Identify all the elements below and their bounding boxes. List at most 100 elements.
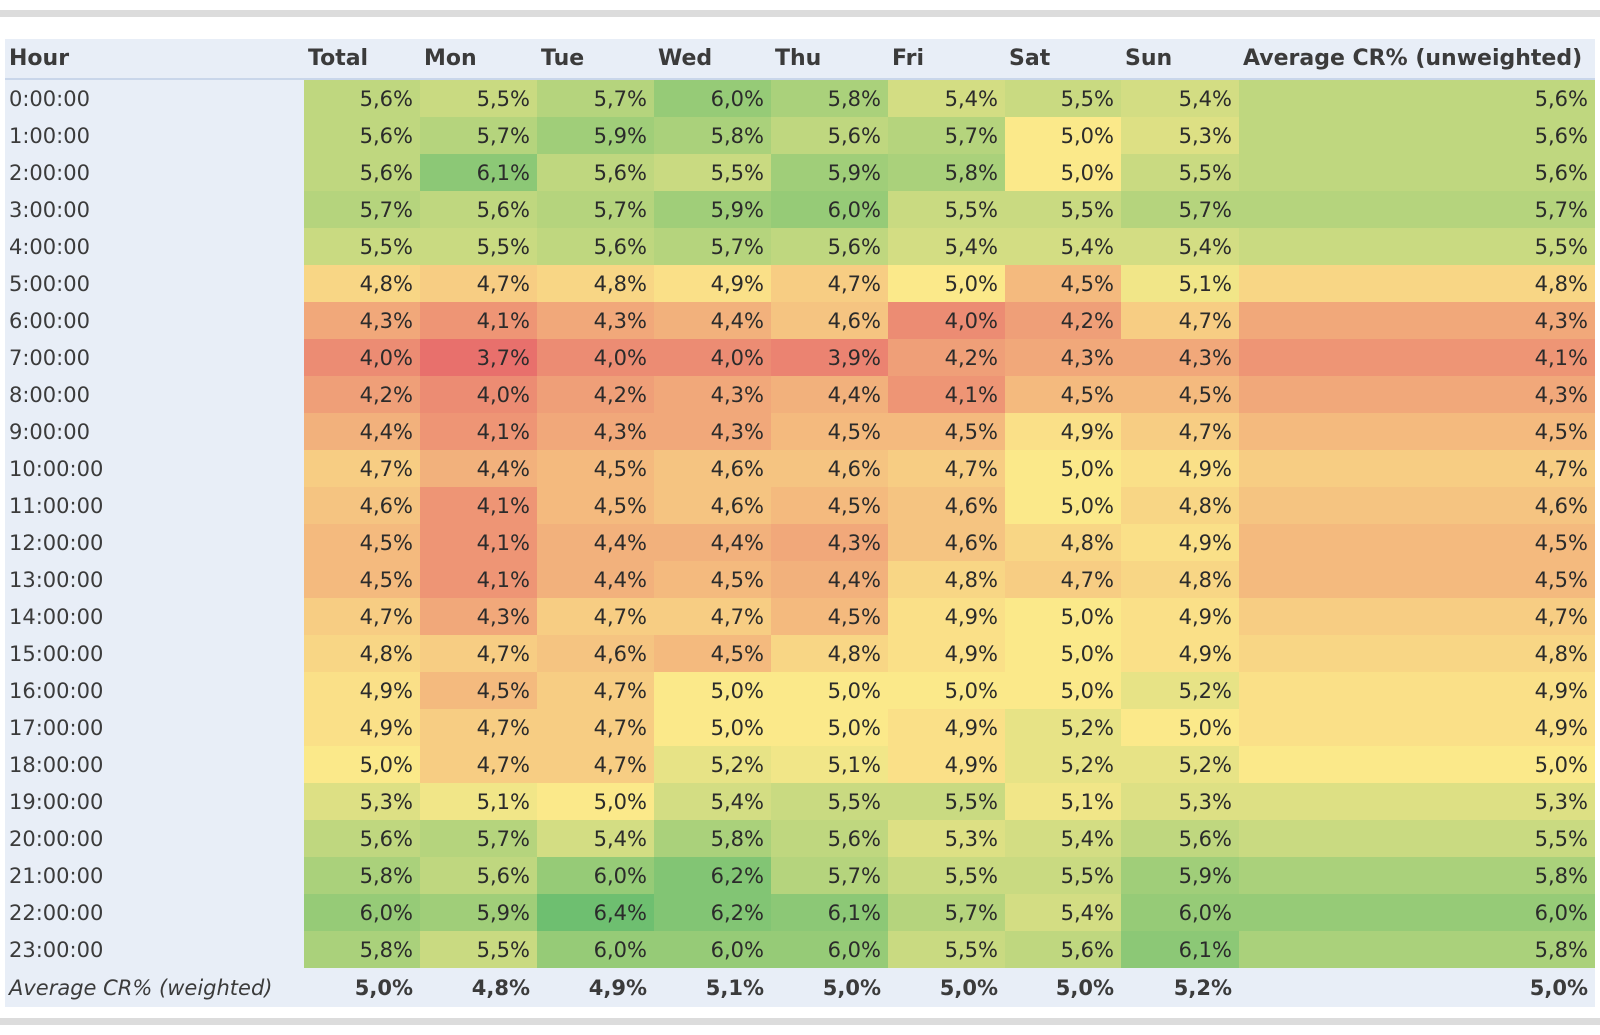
footer-value: 4,8% bbox=[420, 968, 537, 1007]
heatmap-cell: 5,6% bbox=[304, 154, 420, 191]
heatmap-cell: 5,9% bbox=[537, 117, 654, 154]
heatmap-cell: 5,1% bbox=[771, 746, 888, 783]
heatmap-cell: 4,9% bbox=[888, 709, 1005, 746]
heatmap-cell: 5,7% bbox=[888, 894, 1005, 931]
table-row: 20:00:00 5,6% 5,7% 5,4% 5,8% 5,6% 5,3% 5,4% 5,6%… bbox=[5, 820, 1595, 857]
heatmap-cell: 3,9% bbox=[771, 339, 888, 376]
heatmap-cell: 5,0% bbox=[1005, 117, 1121, 154]
heatmap-cell: 6,0% bbox=[1121, 894, 1239, 931]
heatmap-cell: 4,4% bbox=[420, 450, 537, 487]
table-row: 0:00:00 5,6% 5,5% 5,7% 6,0% 5,8% 5,4% 5,5% 5,4% 5… bbox=[5, 79, 1595, 117]
hour-label: 23:00:00 bbox=[5, 931, 304, 968]
heatmap-cell: 5,2% bbox=[1121, 672, 1239, 709]
heatmap-cell: 5,5% bbox=[654, 154, 771, 191]
heatmap-cell: 4,4% bbox=[771, 376, 888, 413]
heatmap-cell: 4,1% bbox=[1239, 339, 1595, 376]
heatmap-cell: 4,5% bbox=[537, 487, 654, 524]
heatmap-cell: 5,0% bbox=[771, 709, 888, 746]
heatmap-cell: 4,6% bbox=[537, 635, 654, 672]
heatmap-cell: 5,0% bbox=[304, 746, 420, 783]
heatmap-cell: 5,4% bbox=[888, 228, 1005, 265]
heatmap-cell: 5,0% bbox=[888, 672, 1005, 709]
footer-value: 5,1% bbox=[654, 968, 771, 1007]
heatmap-cell: 4,6% bbox=[771, 450, 888, 487]
heatmap-cell: 5,5% bbox=[771, 783, 888, 820]
heatmap-cell: 5,5% bbox=[304, 228, 420, 265]
heatmap-cell: 6,0% bbox=[1239, 894, 1595, 931]
hour-label: 12:00:00 bbox=[5, 524, 304, 561]
hour-label: 14:00:00 bbox=[5, 598, 304, 635]
heatmap-cell: 5,7% bbox=[771, 857, 888, 894]
heatmap-cell: 4,9% bbox=[888, 598, 1005, 635]
heatmap-cell: 5,7% bbox=[1121, 191, 1239, 228]
heatmap-cell: 5,0% bbox=[1239, 746, 1595, 783]
hour-label: 11:00:00 bbox=[5, 487, 304, 524]
heatmap-cell: 4,2% bbox=[304, 376, 420, 413]
heatmap-cell: 5,8% bbox=[1239, 857, 1595, 894]
heatmap-cell: 5,3% bbox=[1121, 117, 1239, 154]
heatmap-cell: 4,3% bbox=[771, 524, 888, 561]
table-row: 15:00:00 4,8% 4,7% 4,6% 4,5% 4,8% 4,9% 5,0% 4,9%… bbox=[5, 635, 1595, 672]
heatmap-cell: 4,3% bbox=[537, 302, 654, 339]
heatmap-cell: 4,7% bbox=[537, 598, 654, 635]
heatmap-cell: 4,5% bbox=[304, 561, 420, 598]
heatmap-cell: 4,7% bbox=[420, 265, 537, 302]
heatmap-cell: 5,4% bbox=[1005, 820, 1121, 857]
hour-label: 15:00:00 bbox=[5, 635, 304, 672]
footer-value: 5,0% bbox=[1005, 968, 1121, 1007]
heatmap-cell: 4,9% bbox=[1121, 524, 1239, 561]
column-header: Total bbox=[304, 39, 420, 80]
hour-label: 18:00:00 bbox=[5, 746, 304, 783]
heatmap-cell: 5,0% bbox=[654, 672, 771, 709]
heatmap-cell: 4,7% bbox=[420, 746, 537, 783]
heatmap-cell: 5,0% bbox=[537, 783, 654, 820]
heatmap-cell: 4,9% bbox=[304, 709, 420, 746]
heatmap-cell: 4,5% bbox=[654, 635, 771, 672]
heatmap-cell: 4,7% bbox=[888, 450, 1005, 487]
bottom-rule bbox=[0, 1018, 1600, 1025]
table-row: 8:00:00 4,2% 4,0% 4,2% 4,3% 4,4% 4,1% 4,5% 4,5% 4… bbox=[5, 376, 1595, 413]
heatmap-cell: 4,8% bbox=[304, 635, 420, 672]
heatmap-cell: 4,6% bbox=[888, 487, 1005, 524]
column-header: Wed bbox=[654, 39, 771, 80]
heatmap-cell: 5,8% bbox=[304, 857, 420, 894]
heatmap-cell: 4,7% bbox=[1005, 561, 1121, 598]
column-header: Tue bbox=[537, 39, 654, 80]
table-row: 17:00:00 4,9% 4,7% 4,7% 5,0% 5,0% 4,9% 5,2% 5,0%… bbox=[5, 709, 1595, 746]
heatmap-cell: 5,0% bbox=[1005, 672, 1121, 709]
heatmap-cell: 5,0% bbox=[888, 265, 1005, 302]
hour-label: 4:00:00 bbox=[5, 228, 304, 265]
heatmap-cell: 5,8% bbox=[771, 79, 888, 117]
heatmap-cell: 4,7% bbox=[304, 450, 420, 487]
table-row: 10:00:00 4,7% 4,4% 4,5% 4,6% 4,6% 4,7% 5,0% 4,9%… bbox=[5, 450, 1595, 487]
footer-label: Average CR% (weighted) bbox=[5, 968, 304, 1007]
heatmap-cell: 4,4% bbox=[537, 561, 654, 598]
heatmap-cell: 5,5% bbox=[888, 931, 1005, 968]
hour-label: 7:00:00 bbox=[5, 339, 304, 376]
table-row: 5:00:00 4,8% 4,7% 4,8% 4,9% 4,7% 5,0% 4,5% 5,1% 4… bbox=[5, 265, 1595, 302]
column-header: Average CR% (unweighted) bbox=[1239, 39, 1595, 80]
heatmap-cell: 4,9% bbox=[304, 672, 420, 709]
heatmap-cell: 5,7% bbox=[1239, 191, 1595, 228]
hour-label: 21:00:00 bbox=[5, 857, 304, 894]
heatmap-cell: 4,5% bbox=[771, 487, 888, 524]
hour-label: 0:00:00 bbox=[5, 79, 304, 117]
heatmap-cell: 4,5% bbox=[420, 672, 537, 709]
heatmap-cell: 4,1% bbox=[888, 376, 1005, 413]
heatmap-cell: 5,0% bbox=[1005, 450, 1121, 487]
heatmap-cell: 5,4% bbox=[1005, 228, 1121, 265]
table-row: 4:00:00 5,5% 5,5% 5,6% 5,7% 5,6% 5,4% 5,4% 5,4% 5… bbox=[5, 228, 1595, 265]
column-header: Sun bbox=[1121, 39, 1239, 80]
heatmap-cell: 4,6% bbox=[888, 524, 1005, 561]
column-header: Sat bbox=[1005, 39, 1121, 80]
heatmap-cell: 6,1% bbox=[1121, 931, 1239, 968]
table-row: 21:00:00 5,8% 5,6% 6,0% 6,2% 5,7% 5,5% 5,5% 5,9%… bbox=[5, 857, 1595, 894]
heatmap-cell: 5,5% bbox=[1239, 820, 1595, 857]
table-row: 16:00:00 4,9% 4,5% 4,7% 5,0% 5,0% 5,0% 5,0% 5,2%… bbox=[5, 672, 1595, 709]
heatmap-cell: 4,7% bbox=[771, 265, 888, 302]
table-row: 2:00:00 5,6% 6,1% 5,6% 5,5% 5,9% 5,8% 5,0% 5,5% 5… bbox=[5, 154, 1595, 191]
heatmap-cell: 5,5% bbox=[888, 783, 1005, 820]
table-row: 19:00:00 5,3% 5,1% 5,0% 5,4% 5,5% 5,5% 5,1% 5,3%… bbox=[5, 783, 1595, 820]
heatmap-cell: 4,3% bbox=[1239, 302, 1595, 339]
heatmap-cell: 5,9% bbox=[420, 894, 537, 931]
